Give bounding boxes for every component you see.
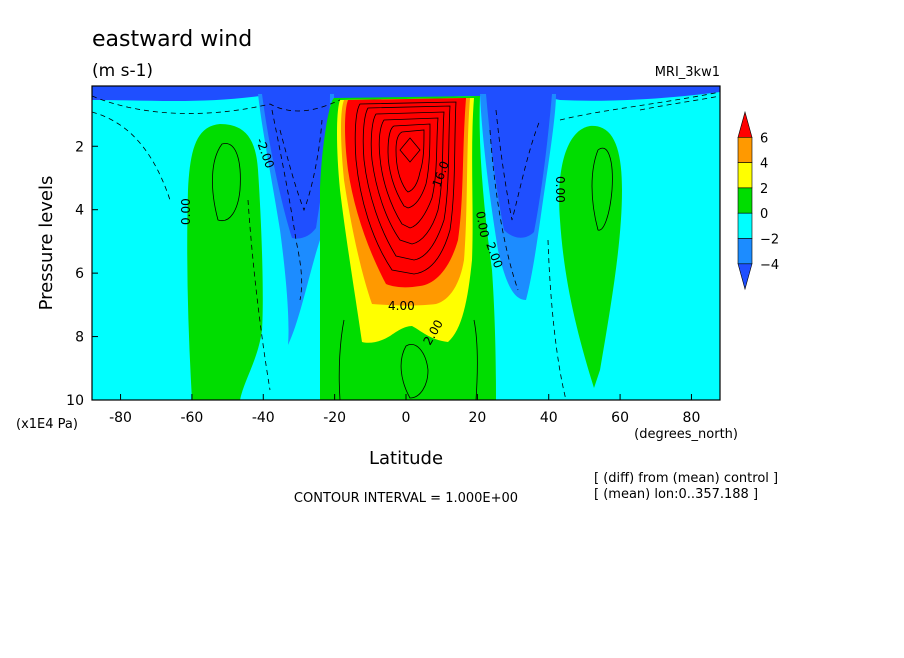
colorbar-swatch: [737, 238, 753, 265]
x-tick-label: 60: [611, 410, 629, 426]
y-axis-unit: (x1E4 Pa): [16, 417, 78, 432]
colorbar-label: −4: [760, 258, 779, 273]
north-negative-lobe-inner: [486, 94, 552, 238]
colorbar-label: −2: [760, 233, 779, 248]
south-positive-region: [187, 124, 263, 400]
y-tick-label: 10: [66, 393, 84, 409]
y-axis: 2 4 6 8 10: [66, 139, 98, 409]
north-positive-region: [559, 125, 622, 388]
x-tick-label: 0: [402, 410, 411, 426]
x-tick-label: 80: [683, 410, 701, 426]
x-axis-label: Latitude: [369, 448, 443, 469]
y-tick-label: 6: [75, 266, 84, 282]
colorbar-swatch: [737, 162, 753, 189]
colorbar-label: 4: [760, 157, 768, 172]
x-axis-unit: (degrees_north): [634, 427, 738, 442]
contour-label: 4.00: [388, 299, 415, 313]
x-axis: -80 -60 -40 -20 0 20 40 60 80: [109, 394, 700, 426]
contour-lines-negative: [92, 91, 720, 400]
x-tick-label: 40: [540, 410, 558, 426]
colorbar-label: 6: [760, 131, 768, 146]
mean-note: [ (mean) lon:0..357.188 ]: [594, 487, 758, 502]
contour-lines: [212, 101, 613, 400]
x-tick-label: -60: [180, 410, 203, 426]
colorbar-label: 0: [760, 207, 768, 222]
x-tick-label: -40: [252, 410, 275, 426]
polar-negative-band: [92, 86, 720, 101]
x-tick-label: -20: [323, 410, 346, 426]
x-tick-label: -80: [109, 410, 132, 426]
chart-units: (m s-1): [92, 61, 153, 81]
y-axis-label: Pressure levels: [36, 176, 57, 311]
colorbar-swatch: [737, 212, 753, 239]
colorbar: 6 4 2 0 −2 −4: [737, 110, 779, 291]
chart-title: eastward wind: [92, 27, 252, 52]
y-tick-label: 8: [75, 330, 84, 346]
colorbar-label: 2: [760, 182, 768, 197]
colorbar-bottom-triangle: [737, 263, 753, 291]
diff-note: [ (diff) from (mean) control ]: [594, 471, 778, 486]
x-tick-label: 20: [468, 410, 486, 426]
contour-field: 0.00 2.00 4.00 16.0 -2.00 0.00 2.00 0.00: [92, 86, 720, 400]
colorbar-top-triangle: [737, 110, 753, 138]
y-tick-label: 4: [75, 203, 84, 219]
south-negative-lobe-inner: [262, 94, 330, 239]
colorbar-swatch: [737, 137, 753, 163]
contour-interval-text: CONTOUR INTERVAL = 1.000E+00: [294, 491, 518, 506]
contour-label: 0.00: [553, 176, 567, 203]
colorbar-swatch: [737, 187, 753, 214]
contour-label: 0.00: [179, 198, 193, 225]
contour-label: 0.00: [473, 210, 491, 239]
model-name: MRI_3kw1: [655, 65, 720, 80]
y-tick-label: 2: [75, 139, 84, 155]
